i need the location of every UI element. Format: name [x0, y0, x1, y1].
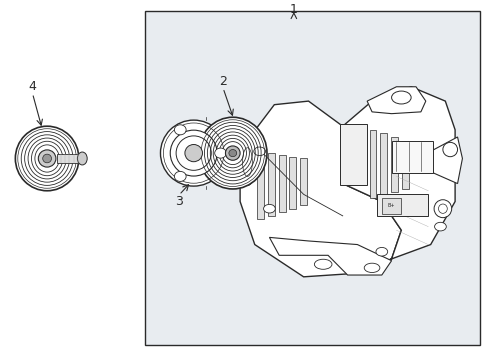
Polygon shape: [367, 87, 426, 114]
Ellipse shape: [185, 144, 202, 162]
Ellipse shape: [174, 125, 186, 135]
Polygon shape: [382, 198, 401, 214]
Ellipse shape: [170, 130, 217, 176]
Ellipse shape: [198, 117, 267, 189]
Polygon shape: [369, 130, 376, 198]
Polygon shape: [279, 155, 286, 212]
Bar: [145, 12, 480, 345]
Ellipse shape: [43, 154, 51, 163]
Text: 4: 4: [28, 80, 36, 93]
Text: B+: B+: [388, 203, 395, 208]
Polygon shape: [380, 134, 387, 195]
Ellipse shape: [392, 91, 411, 104]
Ellipse shape: [239, 139, 256, 185]
Ellipse shape: [15, 126, 79, 191]
Polygon shape: [240, 101, 401, 277]
Ellipse shape: [434, 200, 452, 218]
Polygon shape: [377, 194, 428, 216]
Ellipse shape: [225, 146, 240, 160]
Polygon shape: [270, 237, 392, 275]
Ellipse shape: [38, 150, 56, 167]
Ellipse shape: [315, 259, 332, 269]
Ellipse shape: [254, 147, 266, 156]
Ellipse shape: [264, 204, 275, 213]
Ellipse shape: [174, 171, 186, 181]
Polygon shape: [257, 151, 264, 220]
Polygon shape: [391, 137, 398, 192]
Polygon shape: [340, 125, 367, 185]
Polygon shape: [57, 154, 80, 163]
Text: 2: 2: [219, 75, 227, 88]
Ellipse shape: [77, 152, 87, 165]
Text: 3: 3: [175, 195, 183, 208]
Ellipse shape: [215, 148, 226, 158]
Polygon shape: [300, 158, 307, 205]
Ellipse shape: [443, 142, 458, 157]
Polygon shape: [343, 87, 455, 273]
Ellipse shape: [435, 222, 446, 231]
Polygon shape: [402, 140, 409, 189]
Polygon shape: [431, 137, 463, 184]
Polygon shape: [392, 140, 433, 173]
Ellipse shape: [160, 120, 227, 186]
Text: 1: 1: [290, 3, 298, 16]
Polygon shape: [290, 157, 296, 209]
Polygon shape: [268, 153, 275, 216]
Ellipse shape: [364, 263, 380, 273]
Ellipse shape: [229, 149, 237, 157]
Ellipse shape: [376, 247, 388, 256]
